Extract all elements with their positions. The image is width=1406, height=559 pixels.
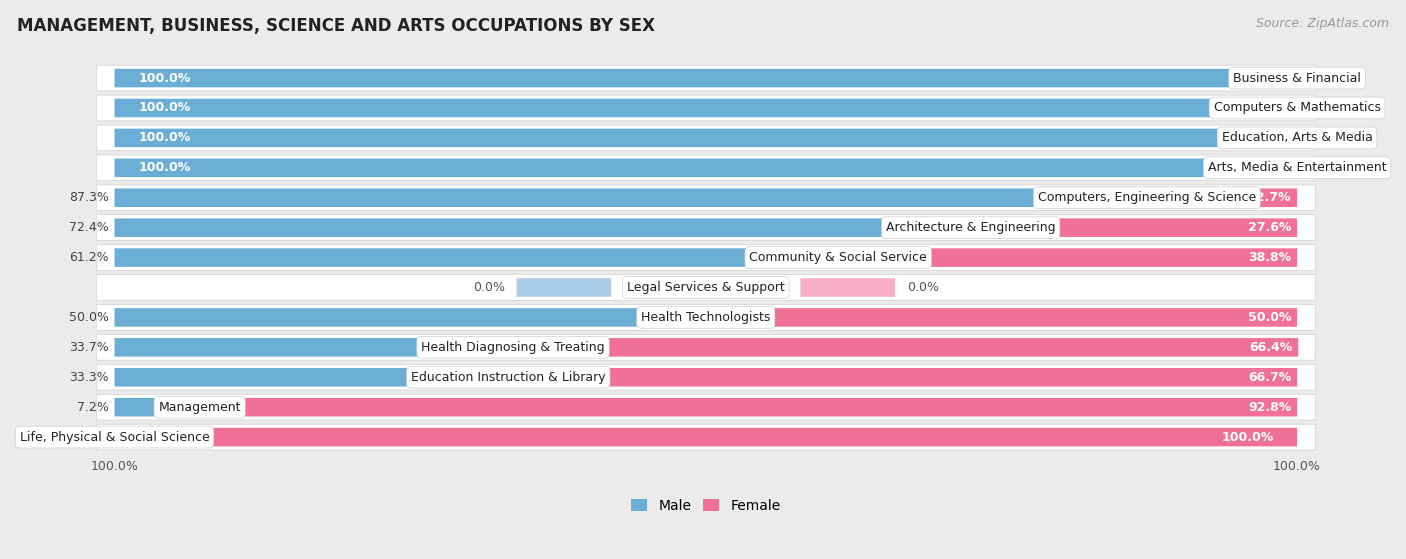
Text: Source: ZipAtlas.com: Source: ZipAtlas.com [1256, 17, 1389, 30]
FancyBboxPatch shape [1147, 188, 1298, 207]
FancyBboxPatch shape [96, 245, 1315, 271]
Text: Computers, Engineering & Science: Computers, Engineering & Science [1038, 191, 1256, 204]
Text: Legal Services & Support: Legal Services & Support [627, 281, 785, 294]
Text: Life, Physical & Social Science: Life, Physical & Social Science [20, 430, 209, 444]
FancyBboxPatch shape [96, 424, 1315, 450]
Text: Education, Arts & Media: Education, Arts & Media [1222, 131, 1372, 144]
Text: Health Technologists: Health Technologists [641, 311, 770, 324]
FancyBboxPatch shape [96, 364, 1315, 390]
FancyBboxPatch shape [114, 308, 706, 326]
Text: 100.0%: 100.0% [138, 72, 190, 84]
Text: Computers & Mathematics: Computers & Mathematics [1213, 102, 1381, 115]
FancyBboxPatch shape [838, 248, 1298, 267]
FancyBboxPatch shape [114, 248, 838, 267]
FancyBboxPatch shape [114, 99, 1298, 117]
FancyBboxPatch shape [96, 215, 1315, 240]
Text: Education Instruction & Library: Education Instruction & Library [411, 371, 606, 384]
Text: 38.8%: 38.8% [1249, 251, 1291, 264]
Text: 0.0%: 0.0% [472, 281, 505, 294]
FancyBboxPatch shape [513, 338, 1298, 357]
Text: 66.7%: 66.7% [1249, 371, 1291, 384]
FancyBboxPatch shape [706, 308, 1298, 326]
FancyBboxPatch shape [114, 69, 1298, 87]
Text: Arts, Media & Entertainment: Arts, Media & Entertainment [1208, 162, 1386, 174]
Legend: Male, Female: Male, Female [626, 494, 786, 519]
FancyBboxPatch shape [800, 278, 896, 297]
Text: 72.4%: 72.4% [69, 221, 108, 234]
Text: 12.7%: 12.7% [1247, 191, 1291, 204]
FancyBboxPatch shape [96, 95, 1315, 121]
Text: 100.0%: 100.0% [138, 162, 190, 174]
FancyBboxPatch shape [96, 125, 1315, 151]
FancyBboxPatch shape [114, 368, 509, 386]
Text: 100.0%: 100.0% [138, 102, 190, 115]
Text: 100.0%: 100.0% [1272, 461, 1322, 473]
Text: 100.0%: 100.0% [138, 131, 190, 144]
Text: 100.0%: 100.0% [1222, 430, 1274, 444]
Text: 100.0%: 100.0% [90, 461, 138, 473]
FancyBboxPatch shape [114, 188, 1147, 207]
Text: Community & Social Service: Community & Social Service [749, 251, 927, 264]
Text: 92.8%: 92.8% [1249, 401, 1291, 414]
Text: Architecture & Engineering: Architecture & Engineering [886, 221, 1056, 234]
FancyBboxPatch shape [96, 274, 1315, 300]
Text: 27.6%: 27.6% [1247, 221, 1291, 234]
FancyBboxPatch shape [96, 65, 1315, 91]
FancyBboxPatch shape [96, 334, 1315, 360]
FancyBboxPatch shape [114, 338, 513, 357]
Text: 50.0%: 50.0% [69, 311, 108, 324]
FancyBboxPatch shape [516, 278, 612, 297]
FancyBboxPatch shape [96, 305, 1315, 330]
Text: MANAGEMENT, BUSINESS, SCIENCE AND ARTS OCCUPATIONS BY SEX: MANAGEMENT, BUSINESS, SCIENCE AND ARTS O… [17, 17, 655, 35]
Text: 33.3%: 33.3% [69, 371, 108, 384]
Text: 33.7%: 33.7% [69, 341, 108, 354]
Text: 50.0%: 50.0% [1247, 311, 1291, 324]
FancyBboxPatch shape [96, 394, 1315, 420]
FancyBboxPatch shape [200, 398, 1298, 416]
FancyBboxPatch shape [970, 219, 1298, 237]
Text: Health Diagnosing & Treating: Health Diagnosing & Treating [422, 341, 605, 354]
Text: 0.0%: 0.0% [907, 281, 939, 294]
FancyBboxPatch shape [114, 159, 1298, 177]
Text: Management: Management [159, 401, 240, 414]
Text: 7.2%: 7.2% [77, 401, 108, 414]
Text: Business & Financial: Business & Financial [1233, 72, 1361, 84]
FancyBboxPatch shape [114, 398, 200, 416]
Text: 66.4%: 66.4% [1249, 341, 1292, 354]
FancyBboxPatch shape [114, 219, 970, 237]
FancyBboxPatch shape [114, 428, 1298, 447]
FancyBboxPatch shape [509, 368, 1298, 386]
FancyBboxPatch shape [96, 155, 1315, 181]
FancyBboxPatch shape [114, 129, 1298, 147]
Text: 87.3%: 87.3% [69, 191, 108, 204]
FancyBboxPatch shape [96, 185, 1315, 211]
Text: 61.2%: 61.2% [69, 251, 108, 264]
